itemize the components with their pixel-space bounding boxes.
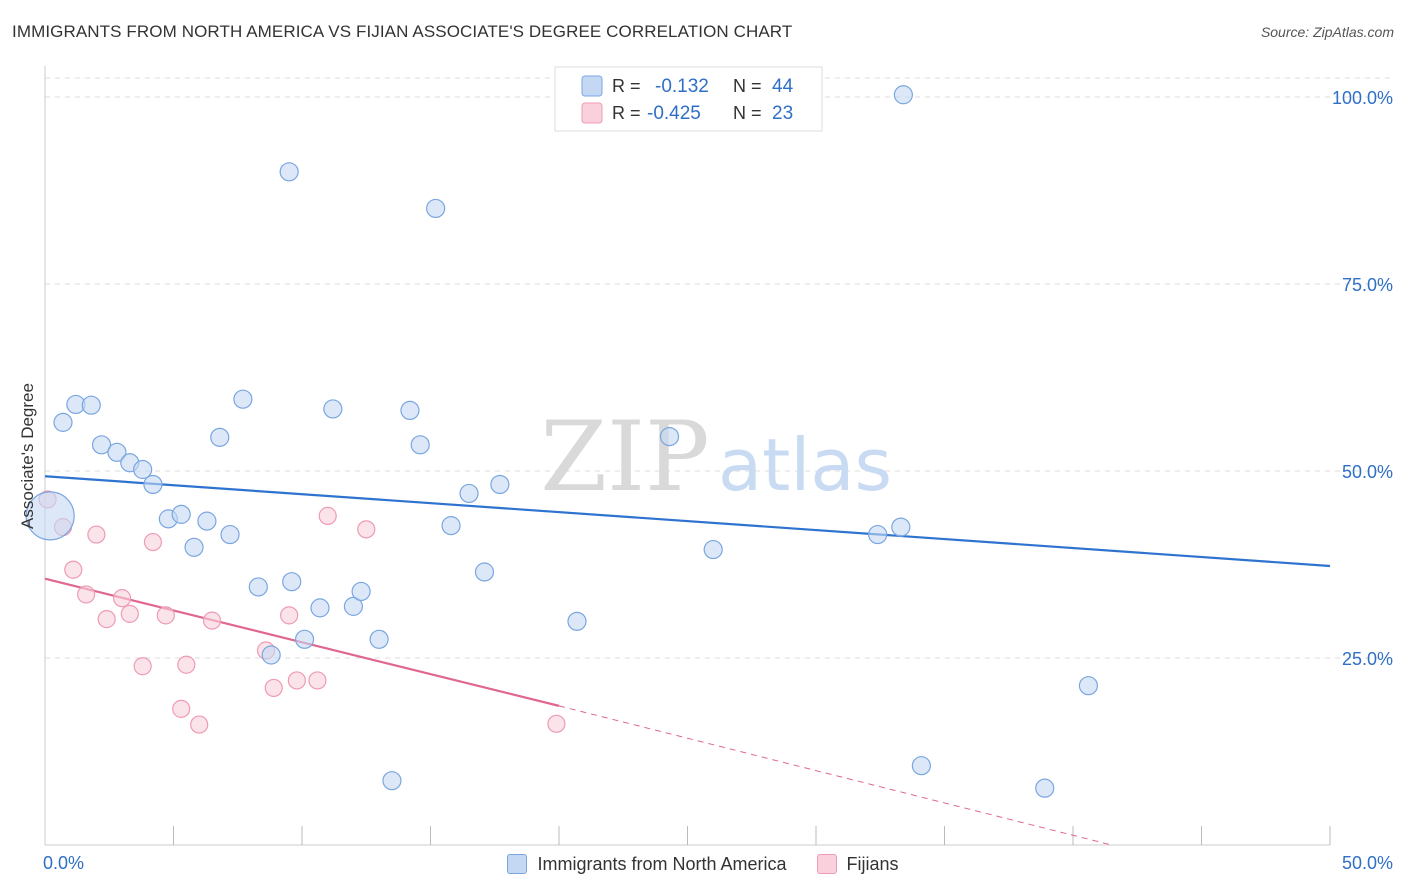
point-immigrants: [891, 517, 911, 537]
legend-r-value-pink: -0.425: [647, 103, 701, 124]
point-fijians: [547, 714, 566, 733]
point-immigrants: [474, 562, 495, 582]
y-tick-label: 50.0%: [1342, 462, 1393, 482]
point-fijians: [177, 655, 196, 674]
point-immigrants: [282, 572, 302, 592]
point-fijians: [202, 611, 222, 630]
point-immigrants: [310, 598, 330, 618]
point-immigrants: [351, 581, 371, 602]
point-immigrants: [220, 524, 240, 545]
legend-n-value-pink: 23: [772, 103, 793, 124]
legend-swatch-pink: [581, 102, 603, 124]
point-fijians: [133, 657, 152, 676]
watermark: ZIP atlas: [540, 401, 892, 513]
point-immigrants: [107, 442, 127, 462]
legend-n-label-blue: N =: [733, 76, 762, 96]
point-immigrants: [210, 427, 230, 447]
y-tick-label: 75.0%: [1342, 275, 1393, 295]
x-tick-labels: 0.0% 50.0%: [43, 853, 1393, 873]
legend-r-label-pink: R =: [612, 103, 641, 123]
point-immigrants: [279, 162, 299, 182]
point-immigrants: [490, 474, 510, 495]
trend-line-immigrants: [44, 475, 1331, 568]
x-tick-label: 50.0%: [1342, 853, 1393, 873]
point-fijians: [87, 525, 106, 544]
point-immigrants: [410, 435, 430, 455]
point-fijians: [143, 532, 163, 552]
point-immigrants: [133, 459, 153, 480]
legend-swatch-immigrants: [507, 854, 528, 874]
chart-title: IMMIGRANTS FROM NORTH AMERICA VS FIJIAN …: [12, 22, 793, 41]
point-fijians: [156, 606, 175, 625]
watermark-atlas: atlas: [718, 423, 892, 507]
point-immigrants: [197, 511, 217, 531]
grid-lines: [45, 77, 1392, 659]
point-immigrants: [893, 85, 913, 105]
point-immigrants: [441, 516, 461, 536]
point-fijians: [280, 606, 299, 625]
watermark-zip: ZIP: [540, 401, 709, 513]
legend-item-fijians: Fijians: [816, 853, 899, 875]
point-fijians: [357, 520, 376, 539]
point-immigrants: [459, 483, 479, 504]
point-immigrants: [294, 629, 315, 649]
point-immigrants: [369, 629, 389, 649]
point-immigrants: [382, 771, 402, 791]
y-tick-labels: 25.0% 50.0% 75.0% 100.0%: [1332, 88, 1393, 669]
data-points: [25, 83, 1099, 798]
legend-label-fijians: Fijians: [846, 853, 899, 874]
point-immigrants: [323, 399, 343, 419]
legend-swatch-fijians: [816, 854, 837, 874]
point-immigrants: [171, 504, 191, 524]
point-fijians: [264, 678, 283, 698]
y-axis-label: Associate's Degree: [18, 383, 37, 529]
point-fijians: [308, 671, 327, 690]
point-immigrants: [911, 756, 931, 776]
point-immigrants: [261, 645, 281, 665]
legend-r-label-blue: R =: [612, 76, 641, 96]
point-fijians: [77, 585, 96, 604]
legend-r-value-blue: -0.132: [655, 76, 709, 97]
point-fijians: [64, 560, 83, 579]
point-fijians: [190, 715, 209, 734]
point-fijians: [120, 604, 139, 623]
y-tick-label: 25.0%: [1342, 649, 1393, 669]
point-immigrants: [81, 395, 101, 415]
point-immigrants: [233, 389, 253, 409]
point-immigrants: [25, 491, 75, 541]
point-immigrants: [1078, 676, 1099, 696]
point-immigrants: [868, 524, 888, 545]
legend-n-value-blue: 44: [772, 76, 794, 97]
legend-n-label-pink: N =: [733, 103, 762, 123]
point-fijians: [287, 671, 306, 690]
point-fijians: [318, 506, 337, 525]
point-fijians: [112, 589, 132, 608]
point-immigrants: [1035, 778, 1055, 798]
point-immigrants: [567, 611, 587, 631]
point-fijians: [172, 699, 191, 718]
point-immigrants: [143, 474, 163, 495]
x-tick-label: 0.0%: [43, 853, 84, 873]
axes: [44, 66, 1331, 846]
legend-top: R = -0.132 N = 44 R = -0.425 N = 23: [554, 66, 823, 132]
point-fijians: [97, 610, 116, 629]
point-immigrants: [248, 577, 268, 597]
point-immigrants: [53, 412, 73, 432]
legend-label-immigrants: Immigrants from North America: [537, 853, 787, 874]
legend-bottom: Immigrants from North America Fijians: [0, 851, 1406, 877]
point-immigrants: [184, 537, 204, 557]
y-tick-label: 100.0%: [1332, 88, 1393, 108]
point-immigrants: [400, 400, 420, 421]
chart-source: Source: ZipAtlas.com: [1260, 24, 1394, 40]
legend-swatch-blue: [581, 75, 603, 97]
point-immigrants: [659, 426, 680, 447]
point-immigrants: [426, 198, 446, 219]
point-immigrants: [91, 435, 112, 455]
point-immigrants: [343, 596, 363, 616]
point-immigrants: [703, 539, 723, 560]
trend-line-fijians-extrapolated: [558, 705, 1112, 846]
legend-item-immigrants: Immigrants from North America: [507, 853, 787, 875]
